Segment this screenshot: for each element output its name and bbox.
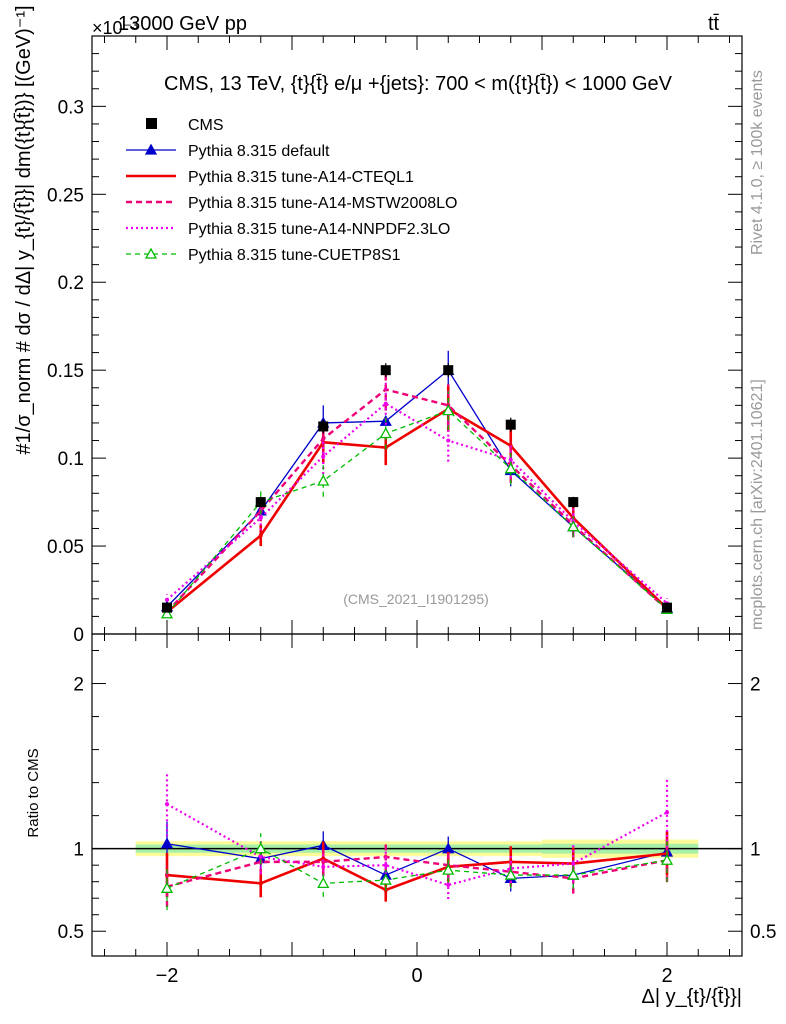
ratio-tick-label: 2 [73, 675, 84, 696]
y-tick-label: 0.3 [58, 97, 84, 118]
series-2-line [166, 407, 668, 614]
series-4-marker [383, 401, 388, 406]
cms-data-point [162, 602, 172, 613]
series-5-line [166, 409, 668, 615]
y-tick-label: 0.1 [58, 449, 84, 470]
cms-data-point [318, 421, 329, 432]
series-5-marker [442, 404, 455, 416]
rivet-label: Rivet 4.1.0, ≥ 100k events [749, 70, 766, 255]
series-2-ratio-marker [258, 881, 263, 886]
y-tick-label: 0.25 [47, 185, 84, 206]
analysis-id: (CMS_2021_I1901295) [343, 591, 489, 607]
legend-label-5: Pythia 8.315 tune-CUETP8S1 [188, 247, 401, 264]
series-4-ratio-marker [383, 863, 388, 868]
x-tick-label: 0 [411, 965, 422, 987]
series-3-ratio-line [166, 855, 668, 888]
chart-title: CMS, 13 TeV, {t}{t̄} e/μ +{jets}: 700 < … [164, 73, 673, 95]
series-5-ratio-marker [504, 868, 517, 880]
series-4-marker [165, 597, 169, 602]
main-plot: 0 0.05 0.1 0.15 0.2 0.25 0.3 [47, 35, 743, 646]
cms-data-point [662, 602, 672, 613]
series-5-ratio-marker [254, 842, 267, 854]
legend-label-3: Pythia 8.315 tune-A14-MSTW2008LO [188, 195, 457, 212]
legend-marker-cms [146, 118, 157, 129]
series-5-marker [567, 520, 580, 532]
series-5-marker [160, 607, 174, 619]
cms-data-point [443, 365, 454, 376]
legend-label-1: Pythia 8.315 default [188, 143, 330, 160]
series-5-ratio-marker [160, 881, 174, 893]
process-label: tt̄ [708, 13, 720, 35]
ratio-plot: −2 0 2 0.5 0.5 1 1 2 2 [58, 36, 776, 987]
series-5-ratio-marker [317, 877, 330, 888]
series-1-ratio-marker [160, 837, 174, 849]
ratio-tick-label: 0.5 [58, 922, 84, 943]
cms-data-point [505, 419, 516, 430]
x-tick-label: −2 [156, 965, 179, 987]
y-tick-label: 0.15 [47, 361, 84, 382]
cms-data-point [380, 365, 391, 376]
cms-data-point [255, 497, 266, 508]
series-4-marker [321, 454, 326, 459]
series-4-ratio-marker [665, 810, 669, 815]
series-5-marker [504, 462, 517, 474]
series-2-marker [258, 533, 263, 538]
y-exponent-label: ×10⁻³ [92, 18, 138, 38]
y-axis-label: #1/σ_norm # dσ / dΔ| y_{t}/{t̄}}| dm({t}… [13, 5, 35, 454]
series-4-ratio-marker [321, 864, 326, 869]
x-tick-label: 2 [661, 965, 672, 987]
series-4-marker [258, 515, 263, 520]
series-5-ratio-marker [567, 868, 580, 880]
cms-data-point [568, 497, 579, 508]
legend-label-4: Pythia 8.315 tune-A14-NNPDF2.3LO [188, 221, 450, 238]
ratio-axis-label: Ratio to CMS [25, 748, 42, 837]
ratio-tick-label: 1 [73, 840, 84, 861]
ratio-tick-label-right: 0.5 [750, 922, 776, 943]
series-4-ratio-marker [571, 861, 576, 866]
series-5-marker [317, 474, 330, 486]
legend-marker-5 [144, 247, 158, 259]
legend-label-0: CMS [188, 117, 224, 134]
y-tick-label: 0 [73, 625, 84, 646]
legend-marker-1 [144, 143, 158, 155]
series-4-marker [446, 438, 451, 443]
y-tick-label: 0.2 [58, 273, 84, 294]
series-4-ratio-marker [165, 802, 169, 807]
legend-label-2: Pythia 8.315 tune-A14-CTEQL1 [188, 169, 414, 186]
legend: CMS Pythia 8.315 default Pythia 8.315 tune… [126, 117, 457, 264]
series-5-ratio-marker [379, 873, 392, 885]
series-4-marker [508, 457, 513, 462]
series-5-marker [379, 427, 392, 439]
series-4-ratio-marker [446, 882, 451, 887]
x-axis-label: Δ| y_{t}/{t̄}}| [642, 986, 743, 1008]
y-tick-label: 0.05 [47, 537, 84, 558]
series-4-ratio-marker [258, 854, 263, 859]
ratio-tick-label-right: 2 [750, 675, 761, 696]
series-5-ratio-marker [660, 853, 674, 865]
ratio-tick-label-right: 1 [750, 840, 761, 861]
series-4-ratio-line [166, 803, 668, 887]
beam-label: 13000 GeV pp [118, 13, 247, 35]
series-4-line [166, 402, 668, 605]
series-5-ratio-marker [442, 863, 455, 875]
mcplots-label: mcplots.cern.ch [arXiv:2401.10621] [749, 379, 766, 630]
